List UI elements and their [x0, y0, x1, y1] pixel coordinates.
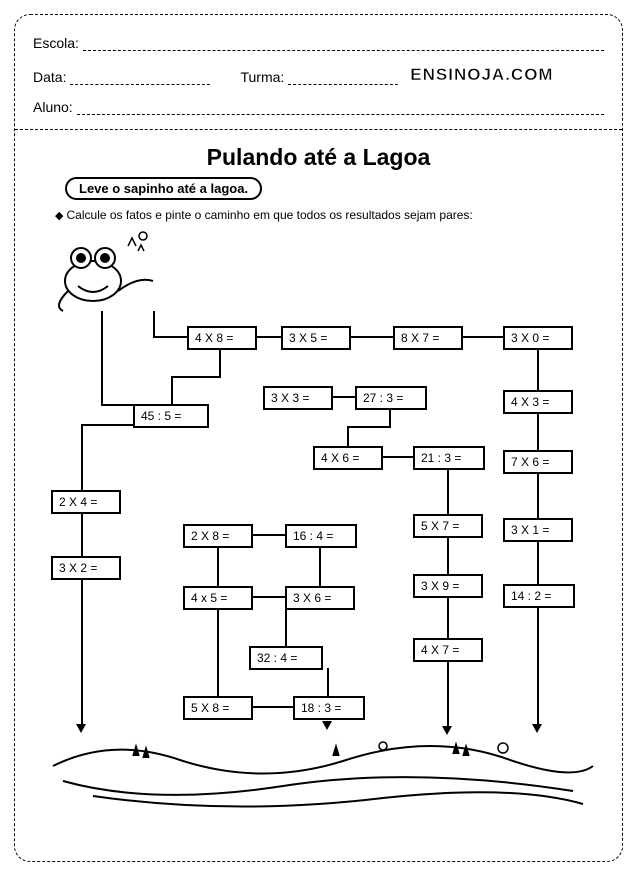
math-box-b8[interactable]: 4 X 3 =: [503, 390, 573, 414]
line: [253, 534, 285, 536]
site-watermark: ENSINOJA.COM: [410, 65, 553, 85]
arrow-icon: [76, 724, 86, 733]
math-box-b9[interactable]: 4 X 6 =: [313, 446, 383, 470]
worksheet-page: Escola: Data: Turma: ENSINOJA.COM Aluno:…: [14, 14, 623, 862]
arrow-icon: [322, 721, 332, 730]
math-box-b6[interactable]: 3 X 3 =: [263, 386, 333, 410]
math-box-b11[interactable]: 7 X 6 =: [503, 450, 573, 474]
fill-turma[interactable]: [288, 71, 398, 85]
arrow-icon: [532, 724, 542, 733]
math-box-b20[interactable]: 3 X 9 =: [413, 574, 483, 598]
math-box-b25[interactable]: 18 : 3 =: [293, 696, 365, 720]
math-box-b4[interactable]: 3 X 0 =: [503, 326, 573, 350]
math-box-b2[interactable]: 3 X 5 =: [281, 326, 351, 350]
math-box-b17[interactable]: 3 X 2 =: [51, 556, 121, 580]
pond-icon: [33, 726, 606, 816]
math-box-b5[interactable]: 45 : 5 =: [133, 404, 209, 428]
line: [463, 336, 503, 338]
math-box-b14[interactable]: 16 : 4 =: [285, 524, 357, 548]
subtitle-badge: Leve o sapinho até a lagoa.: [65, 177, 262, 200]
line: [219, 346, 221, 378]
line: [285, 608, 287, 648]
math-box-b15[interactable]: 5 X 7 =: [413, 514, 483, 538]
line: [347, 426, 349, 448]
header-divider: [15, 129, 622, 130]
math-box-b7[interactable]: 27 : 3 =: [355, 386, 427, 410]
line: [327, 668, 329, 698]
math-box-b21[interactable]: 14 : 2 =: [503, 584, 575, 608]
label-aluno: Aluno:: [33, 99, 77, 115]
math-box-b18[interactable]: 4 x 5 =: [183, 586, 253, 610]
arrow-icon: [442, 726, 452, 735]
fill-escola[interactable]: [83, 37, 604, 51]
instruction-text: Calcule os fatos e pinte o caminho em qu…: [55, 208, 604, 222]
label-data: Data:: [33, 69, 70, 85]
math-box-b12[interactable]: 2 X 4 =: [51, 490, 121, 514]
math-box-b1[interactable]: 4 X 8 =: [187, 326, 257, 350]
line: [347, 426, 391, 428]
math-box-b13[interactable]: 2 X 8 =: [183, 524, 253, 548]
line: [171, 376, 173, 406]
maze-area: 4 X 8 = 3 X 5 = 8 X 7 = 3 X 0 = 45 : 5 = 3 X …: [33, 226, 606, 816]
line: [257, 336, 281, 338]
fill-data[interactable]: [70, 71, 210, 85]
fill-aluno[interactable]: [77, 101, 604, 115]
math-box-b22[interactable]: 32 : 4 =: [249, 646, 323, 670]
line: [389, 408, 391, 428]
header-row-escola: Escola:: [33, 35, 604, 51]
line: [319, 546, 321, 588]
math-box-b24[interactable]: 5 X 8 =: [183, 696, 253, 720]
header-row-data-turma: Data: Turma: ENSINOJA.COM: [33, 65, 604, 85]
line: [351, 336, 393, 338]
line: [333, 396, 355, 398]
line: [101, 404, 135, 406]
math-box-b10[interactable]: 21 : 3 =: [413, 446, 485, 470]
label-turma: Turma:: [240, 69, 288, 85]
math-box-b23[interactable]: 4 X 7 =: [413, 638, 483, 662]
page-title: Pulando até a Lagoa: [33, 144, 604, 171]
line: [253, 596, 285, 598]
line: [383, 456, 413, 458]
frog-icon: [43, 226, 163, 316]
math-box-b19[interactable]: 3 X 6 =: [285, 586, 355, 610]
line: [171, 376, 221, 378]
math-box-b3[interactable]: 8 X 7 =: [393, 326, 463, 350]
math-box-b16[interactable]: 3 X 1 =: [503, 518, 573, 542]
line: [447, 468, 449, 728]
line: [253, 706, 293, 708]
label-escola: Escola:: [33, 35, 83, 51]
header-row-aluno: Aluno:: [33, 99, 604, 115]
line: [153, 336, 189, 338]
line: [217, 546, 219, 698]
line: [81, 424, 135, 426]
line: [101, 311, 103, 406]
